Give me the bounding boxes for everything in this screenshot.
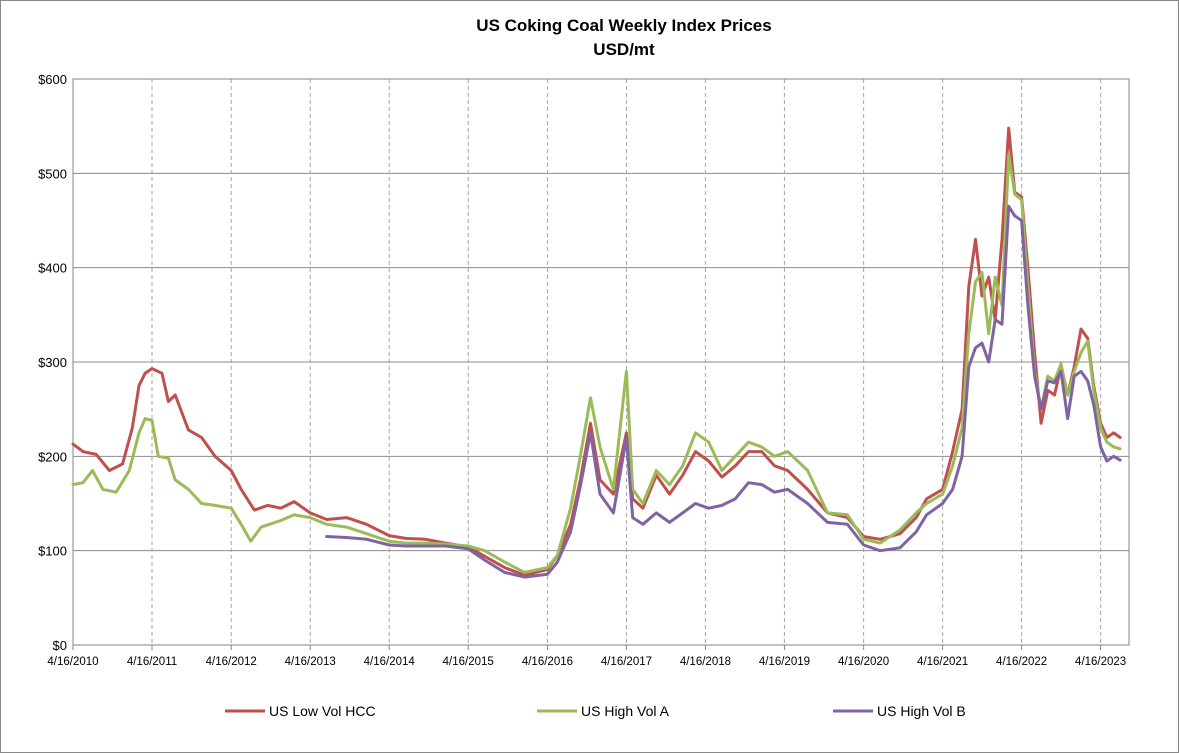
series-line-2 xyxy=(71,153,1122,574)
legend-label-3: US High Vol B xyxy=(877,703,966,719)
chart-subtitle: USD/mt xyxy=(593,40,655,59)
series-line-3 xyxy=(325,204,1122,579)
x-tick-label: 4/16/2014 xyxy=(364,656,416,668)
y-tick-label: $200 xyxy=(38,449,67,464)
x-tick-label: 4/16/2018 xyxy=(680,656,731,668)
y-tick-label: $600 xyxy=(38,72,67,87)
plot-area: $0 $100 $200 $300 $400 $500 $600 4/16/2010 4/16/… xyxy=(38,72,1130,668)
x-tick-label: 4/16/2021 xyxy=(917,656,968,668)
x-tick-label: 4/16/2016 xyxy=(522,656,573,668)
x-tick-label: 4/16/2022 xyxy=(996,656,1047,668)
x-tick-label: 4/16/2019 xyxy=(759,656,810,668)
y-tick-label: $100 xyxy=(38,544,67,559)
legend-label-2: US High Vol A xyxy=(581,703,670,719)
x-tick-label: 4/16/2011 xyxy=(127,656,177,668)
x-tick-label: 4/16/2012 xyxy=(206,656,257,668)
legend-label-1: US Low Vol HCC xyxy=(269,703,376,719)
y-tick-label: $0 xyxy=(53,638,67,653)
x-tick-label: 4/16/2015 xyxy=(443,656,494,668)
y-tick-label: $400 xyxy=(38,261,67,276)
plot-border xyxy=(72,78,1130,646)
x-tick-label: 4/16/2020 xyxy=(838,656,889,668)
y-tick-label: $300 xyxy=(38,355,67,370)
x-tick-label: 4/16/2010 xyxy=(47,656,98,668)
x-tick-label: 4/16/2023 xyxy=(1075,656,1126,668)
chart-title: US Coking Coal Weekly Index Prices xyxy=(476,16,771,35)
x-tick-label: 4/16/2017 xyxy=(601,656,652,668)
y-tick-label: $500 xyxy=(38,166,67,181)
x-tick-label: 4/16/2013 xyxy=(285,656,336,668)
legend: US Low Vol HCC US High Vol A US High Vol B xyxy=(225,703,966,719)
